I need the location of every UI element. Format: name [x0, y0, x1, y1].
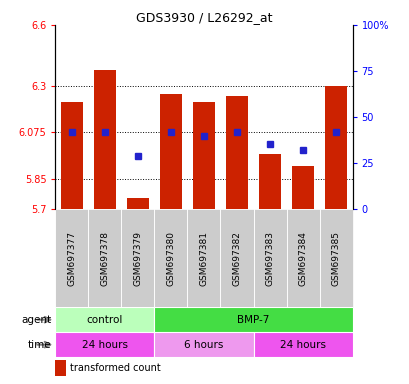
Text: GSM697382: GSM697382 — [232, 231, 241, 286]
Text: GSM697377: GSM697377 — [67, 231, 76, 286]
Text: GSM697384: GSM697384 — [298, 231, 307, 286]
Bar — [154, 307, 352, 332]
Bar — [94, 70, 115, 209]
Bar — [220, 209, 253, 307]
Bar — [55, 307, 154, 332]
Bar — [61, 102, 82, 209]
Bar — [319, 209, 352, 307]
Text: 24 hours: 24 hours — [82, 339, 128, 350]
Bar — [292, 166, 313, 209]
Text: GSM697380: GSM697380 — [166, 231, 175, 286]
Bar — [187, 209, 220, 307]
Text: GSM697381: GSM697381 — [199, 231, 208, 286]
Bar — [88, 209, 121, 307]
Bar — [127, 198, 148, 209]
Text: GSM697385: GSM697385 — [331, 231, 340, 286]
Text: GSM697378: GSM697378 — [100, 231, 109, 286]
Text: control: control — [86, 314, 123, 325]
Bar — [258, 154, 280, 209]
Bar — [253, 209, 286, 307]
Bar — [154, 332, 253, 357]
Bar — [55, 209, 88, 307]
Bar — [286, 209, 319, 307]
Bar — [325, 86, 346, 209]
Bar — [154, 209, 187, 307]
Text: time: time — [27, 339, 51, 350]
Bar — [253, 332, 352, 357]
Bar — [55, 332, 154, 357]
Title: GDS3930 / L26292_at: GDS3930 / L26292_at — [135, 11, 272, 24]
Text: 6 hours: 6 hours — [184, 339, 223, 350]
Text: BMP-7: BMP-7 — [237, 314, 269, 325]
Bar — [160, 94, 181, 209]
Bar — [226, 96, 247, 209]
Text: GSM697379: GSM697379 — [133, 231, 142, 286]
Text: agent: agent — [21, 314, 51, 325]
Bar — [193, 102, 214, 209]
Text: 24 hours: 24 hours — [279, 339, 325, 350]
Text: GSM697383: GSM697383 — [265, 231, 274, 286]
Text: transformed count: transformed count — [70, 363, 160, 373]
Bar — [121, 209, 154, 307]
